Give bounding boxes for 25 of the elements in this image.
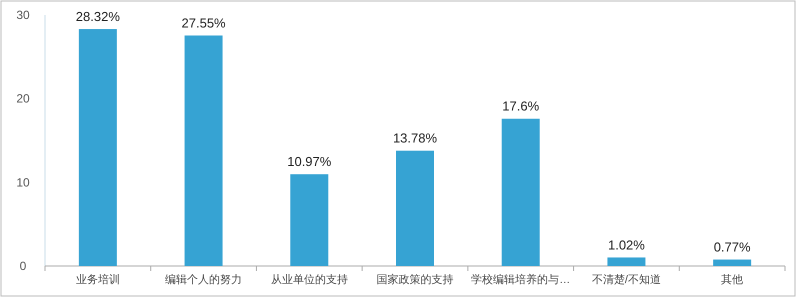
bar xyxy=(502,118,540,266)
x-tick-label: 国家政策的支持 xyxy=(376,273,454,286)
data-label: 27.55% xyxy=(182,16,226,30)
bar xyxy=(713,260,752,266)
data-label: 17.6% xyxy=(502,98,540,114)
bar xyxy=(78,29,117,266)
x-tick-label: 不清楚/不知道 xyxy=(592,273,661,286)
y-tick-label: 30 xyxy=(16,8,30,22)
data-label: 28.32% xyxy=(76,9,120,24)
x-tick-label: 其他 xyxy=(721,273,744,286)
bar xyxy=(290,174,328,266)
data-label: 10.97% xyxy=(287,154,332,170)
bar xyxy=(607,257,646,266)
x-tick-label: 从业单位的支持 xyxy=(270,273,348,286)
y-tick-label: 10 xyxy=(16,175,30,190)
data-label: 0.77% xyxy=(714,240,752,255)
data-label: 13.78% xyxy=(392,130,438,146)
y-tick-label: 0 xyxy=(20,259,27,273)
bar xyxy=(184,36,223,266)
bar xyxy=(396,150,434,266)
data-label: 1.02% xyxy=(608,237,646,252)
x-tick-label: 编辑个人的努力 xyxy=(165,273,242,286)
x-tick-label: 学校编辑培养的与… xyxy=(471,273,570,286)
x-tick-label: 业务培训 xyxy=(76,273,120,286)
y-tick-label: 20 xyxy=(16,92,30,106)
